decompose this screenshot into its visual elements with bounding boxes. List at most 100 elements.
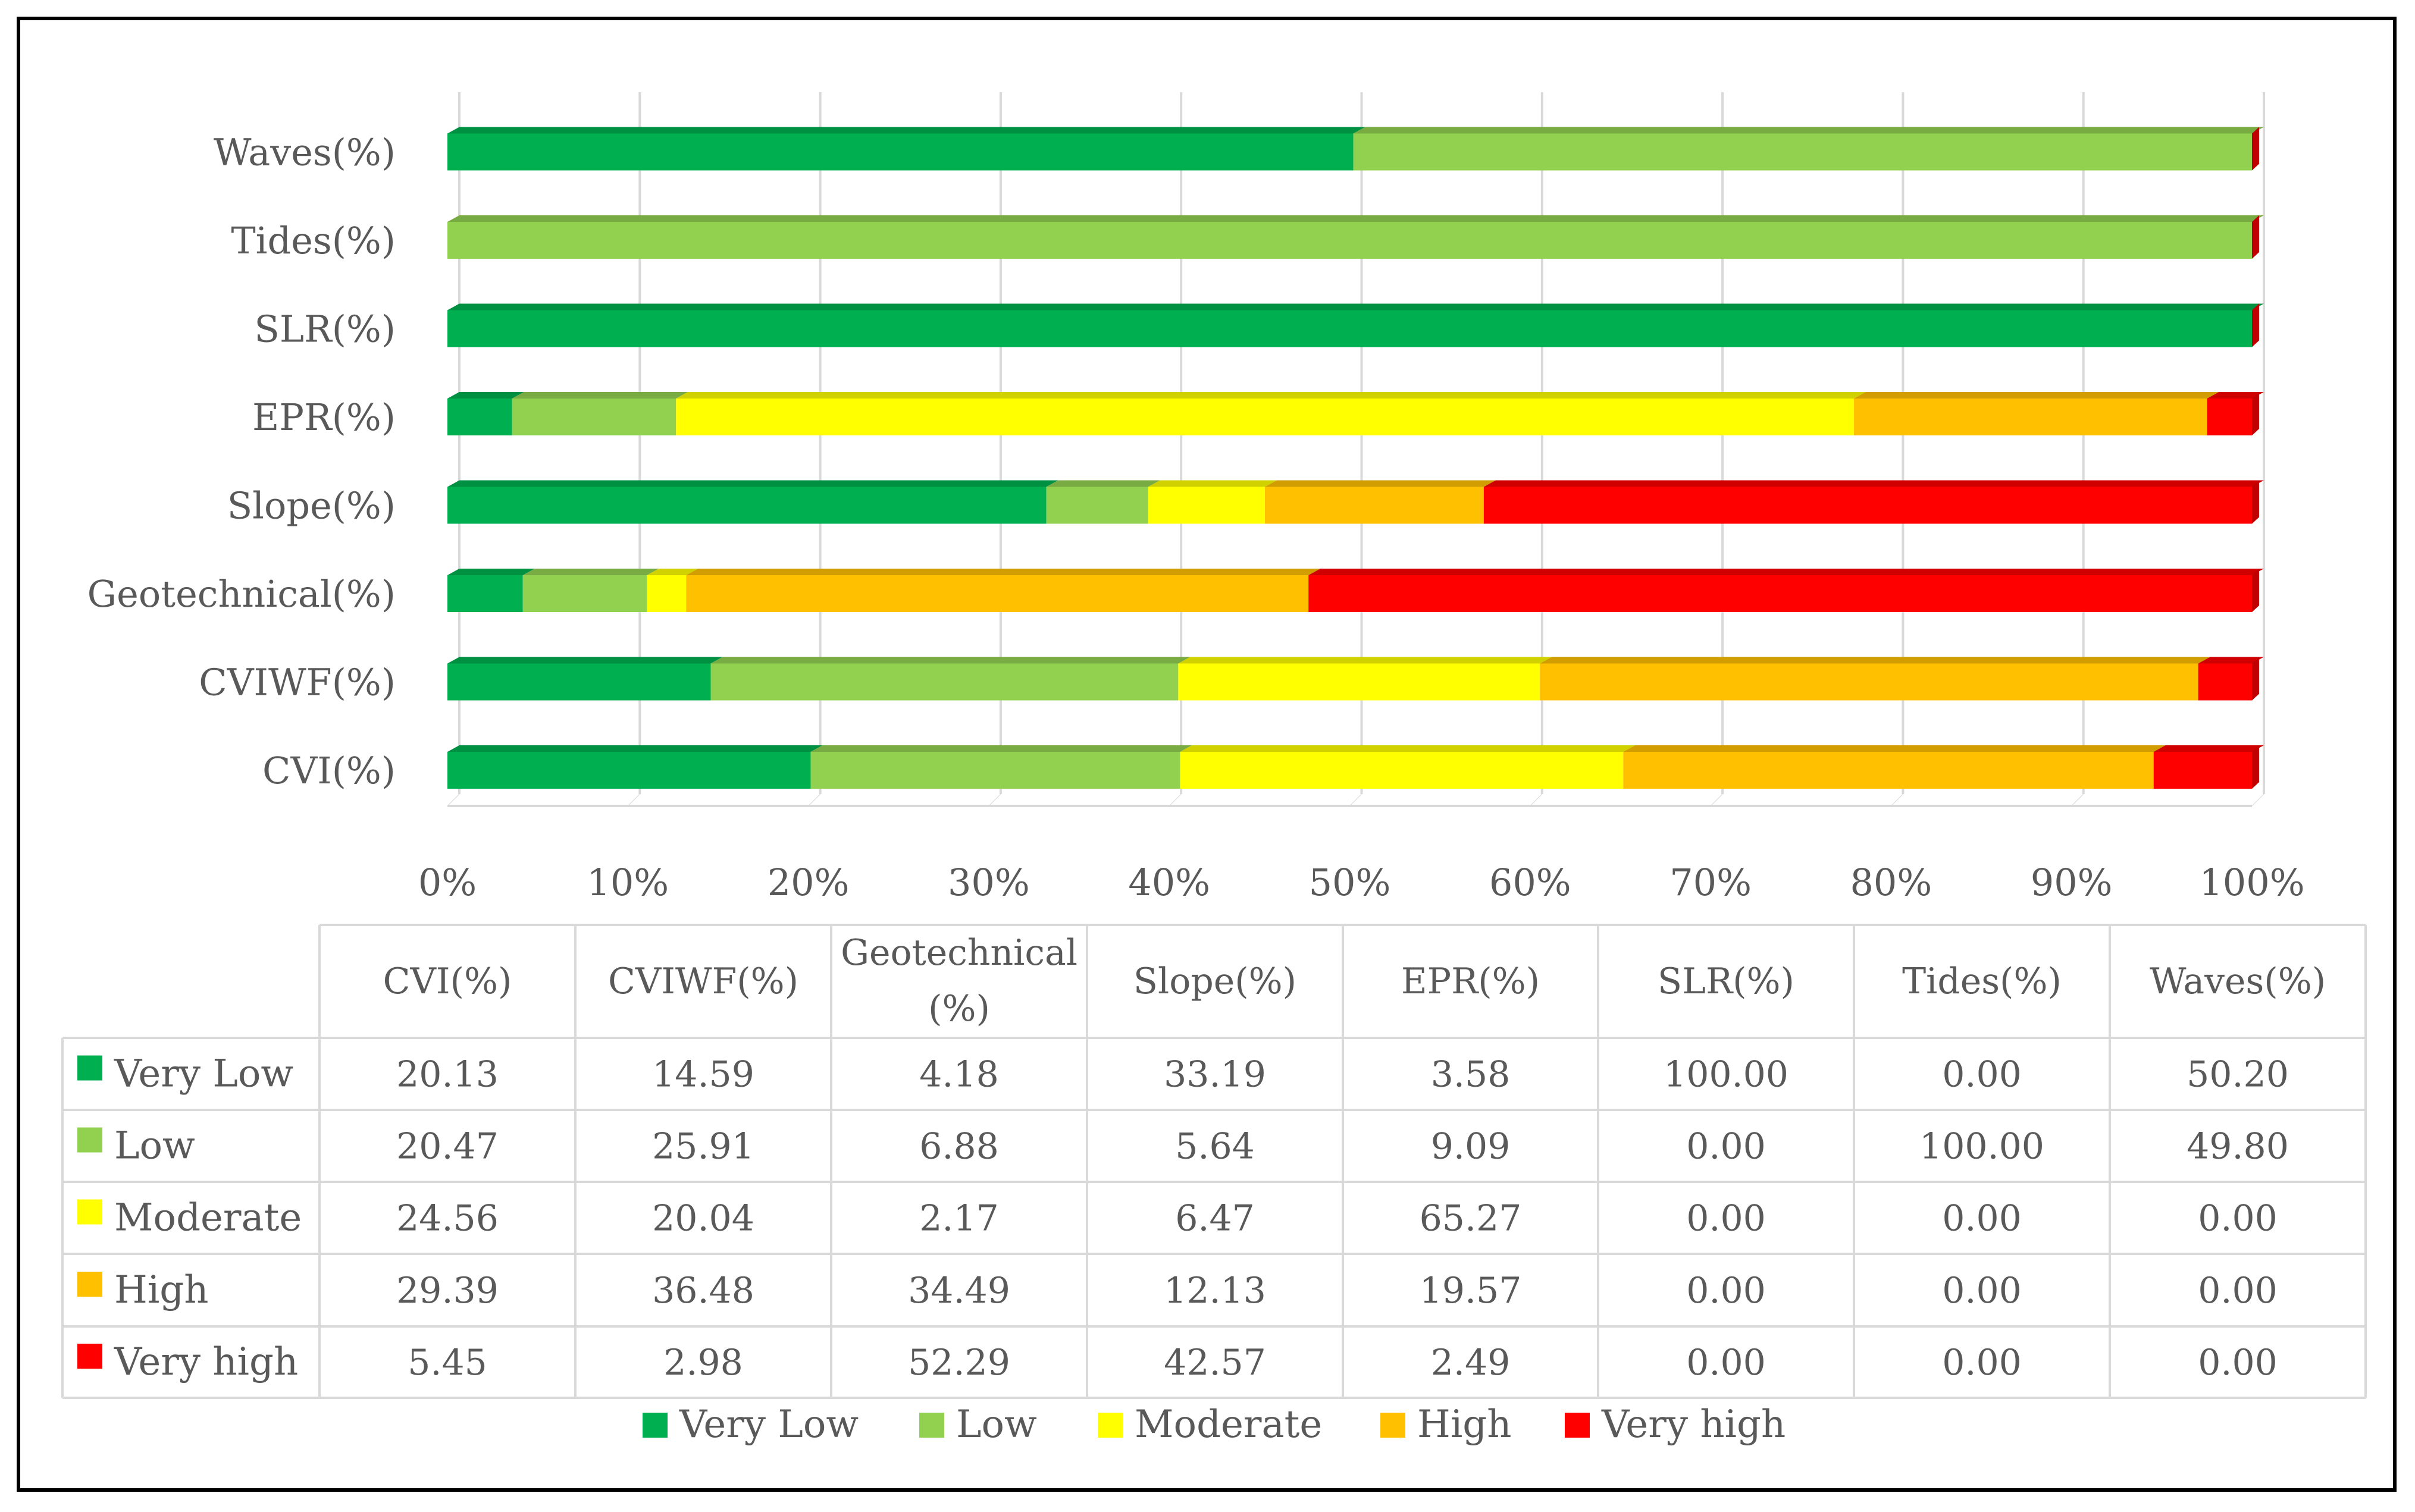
table-cell: 0.00: [1942, 1198, 2022, 1240]
table-cell: 100.00: [1664, 1054, 1788, 1096]
bar-top: [1540, 657, 2210, 664]
floor-gridline: [1530, 793, 1543, 807]
table-cell: 29.39: [396, 1270, 499, 1312]
bar-top: [1180, 745, 1636, 752]
bar-top: [810, 745, 1192, 752]
table-header: (%): [928, 988, 990, 1030]
bar-segment: [447, 752, 811, 789]
table-cell: 2.17: [919, 1198, 999, 1240]
table-cell: 0.00: [1686, 1270, 1766, 1312]
bar-segment: [1853, 399, 2207, 435]
table-cell: 100.00: [1919, 1126, 2044, 1168]
legend-swatch: [1098, 1413, 1123, 1438]
bar-segment: [1308, 575, 2252, 612]
bar-top: [1046, 480, 1160, 487]
bar-top: [676, 392, 1866, 399]
bar-top: [2207, 392, 2264, 399]
table-cell: 50.20: [2187, 1054, 2289, 1096]
table-cell: 6.47: [1175, 1198, 1255, 1240]
x-tick-label: 100%: [2199, 861, 2304, 904]
category-label: Slope(%): [227, 484, 396, 528]
table-cell: 4.18: [919, 1054, 999, 1096]
table-cell: 9.09: [1431, 1126, 1511, 1168]
table-cell: 20.04: [652, 1198, 754, 1240]
legend-swatch: [1380, 1413, 1405, 1438]
floor-gridline: [2251, 793, 2264, 807]
floor-gridline: [627, 793, 640, 807]
legend-key: [77, 1344, 102, 1369]
x-tick-label: 0%: [418, 861, 477, 904]
bar-top: [1353, 127, 2264, 134]
category-label: Tides(%): [231, 219, 396, 262]
bar-segment: [647, 575, 687, 612]
bar-segment: [447, 399, 512, 435]
legend-label: Moderate: [1135, 1403, 1322, 1447]
bar-top: [447, 127, 1365, 134]
floor-gridline: [1891, 793, 1903, 807]
bar-top: [686, 569, 1321, 575]
bar-top: [1623, 745, 2166, 752]
table-cell: 24.56: [396, 1198, 499, 1240]
table-cell: 20.47: [396, 1126, 499, 1168]
bar-segment: [2198, 663, 2252, 701]
table-cell: 0.00: [1942, 1054, 2022, 1096]
bar-segment: [1180, 752, 1624, 789]
legend-swatch: [643, 1413, 668, 1438]
bar-end-cap: [2252, 569, 2259, 612]
bar-segment: [2153, 752, 2252, 789]
table-row-label: High: [114, 1268, 208, 1312]
bar-segment: [2207, 399, 2252, 435]
table-cell: 25.91: [652, 1126, 754, 1168]
table-cell: 2.98: [663, 1342, 743, 1384]
x-tick-label: 10%: [587, 861, 669, 904]
table-row-label: Low: [114, 1124, 195, 1168]
bar-end-cap: [2252, 303, 2259, 347]
table-cell: 5.64: [1175, 1126, 1255, 1168]
table-cell: 14.59: [652, 1054, 754, 1096]
bar-top: [447, 657, 723, 664]
table-cell: 20.13: [396, 1054, 499, 1096]
bar-top: [647, 569, 698, 575]
bar-top: [1483, 480, 2264, 487]
bar-top: [447, 745, 823, 752]
table-header: Geotechnical: [841, 932, 1077, 974]
x-tick-label: 70%: [1669, 861, 1752, 904]
legend-swatch: [919, 1413, 944, 1438]
bar-top: [2198, 657, 2264, 664]
table-cell: 0.00: [2198, 1198, 2278, 1240]
legend-key: [77, 1272, 102, 1297]
category-label: Waves(%): [214, 131, 396, 174]
table-header: Tides(%): [1902, 961, 2062, 1002]
bar-segment: [686, 575, 1309, 612]
bar-segment: [676, 399, 1854, 435]
legend-key: [77, 1127, 102, 1153]
table-row-label: Very high: [114, 1340, 298, 1384]
table-cell: 12.13: [1164, 1270, 1266, 1312]
table-cell: 49.80: [2187, 1126, 2289, 1168]
bar-top: [1148, 480, 1277, 487]
table-cell: 19.57: [1420, 1270, 1522, 1312]
bar-segment: [447, 222, 2252, 259]
x-tick-label: 20%: [768, 861, 850, 904]
bar-segment: [447, 575, 523, 612]
bar-top: [710, 657, 1191, 664]
x-tick-label: 80%: [1850, 861, 1932, 904]
bar-segment: [1623, 752, 2154, 789]
bar-segment: [1353, 133, 2252, 171]
bar-top: [1264, 480, 1496, 487]
table-cell: 52.29: [908, 1342, 1010, 1384]
category-label: SLR(%): [254, 308, 396, 351]
category-label: Geotechnical(%): [87, 572, 396, 616]
table-cell: 65.27: [1420, 1198, 1522, 1240]
table-cell: 6.88: [919, 1126, 999, 1168]
table-header: EPR(%): [1401, 961, 1540, 1002]
bar-top: [522, 569, 659, 575]
bar-end-cap: [2252, 215, 2259, 259]
bar-top: [1178, 657, 1552, 664]
bar-segment: [512, 399, 676, 435]
category-label: CVI(%): [262, 749, 396, 792]
table-header: SLR(%): [1658, 961, 1794, 1002]
bar-segment: [1046, 487, 1148, 524]
bar-end-cap: [2252, 392, 2259, 435]
x-tick-label: 50%: [1309, 861, 1391, 904]
